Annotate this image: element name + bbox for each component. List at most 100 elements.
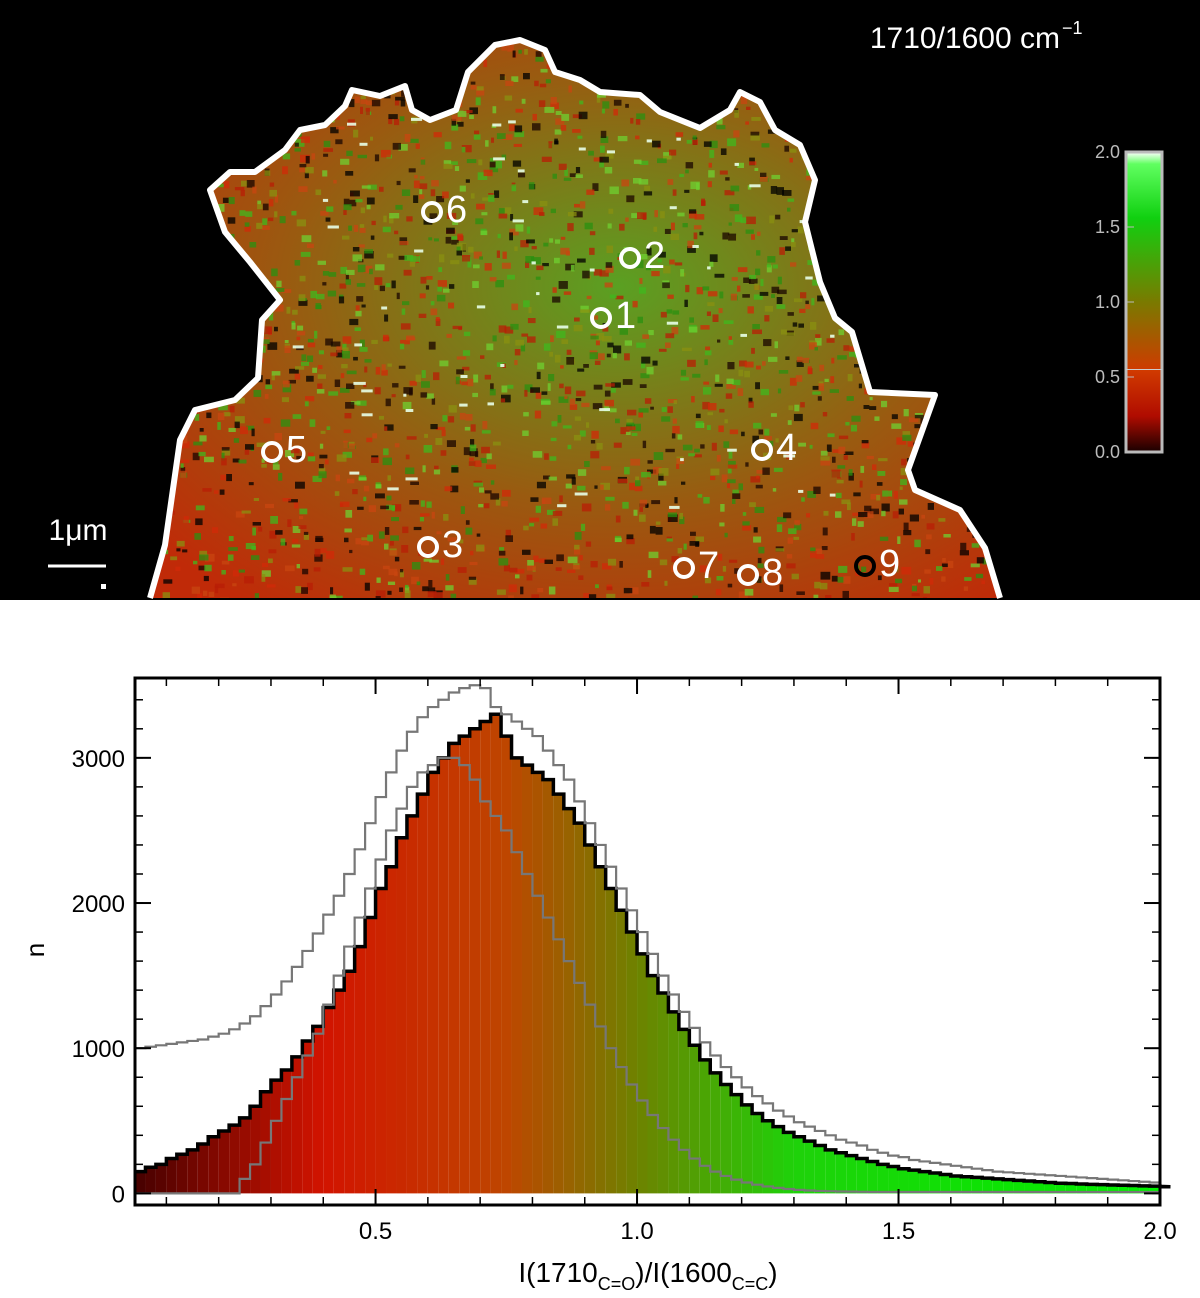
histogram-bar <box>616 910 627 1194</box>
histogram-bar <box>459 736 470 1194</box>
point-label-5: 5 <box>286 429 307 471</box>
histogram-bar <box>1097 1184 1108 1194</box>
histogram-bar <box>1086 1184 1098 1194</box>
histogram-bar <box>448 743 460 1194</box>
ratio-map-panel: 1710/1600 cm −1 1μm 2.0 1.5 1.0 0.5 0.0 12 3 4… <box>0 0 1200 600</box>
histogram-bar <box>239 1117 251 1194</box>
histogram-bar <box>427 772 439 1194</box>
histogram-bar <box>145 1167 156 1194</box>
scale-bar-label: 1μm <box>49 514 108 547</box>
histogram-bar <box>312 1026 324 1194</box>
histogram-bar <box>1024 1181 1035 1194</box>
histogram-bar <box>574 823 585 1194</box>
colorbar-tick-label: 1.0 <box>1095 292 1120 312</box>
histogram-bar <box>605 888 617 1194</box>
histogram-bar <box>406 815 418 1194</box>
histogram-bar <box>950 1175 962 1194</box>
histogram-bar <box>773 1126 784 1194</box>
point-label-2: 2 <box>644 235 665 277</box>
histogram-bar <box>1003 1179 1014 1194</box>
y-tick-label: 1000 <box>72 1036 125 1063</box>
histogram-bar <box>1013 1180 1025 1194</box>
point-label-6: 6 <box>446 189 467 231</box>
point-label-4: 4 <box>776 427 797 469</box>
histogram-bar <box>793 1136 805 1194</box>
histogram-bar <box>971 1177 983 1194</box>
histogram-bar <box>480 721 491 1194</box>
histogram-bar <box>375 888 387 1194</box>
histogram-bar <box>1034 1181 1045 1194</box>
histogram-bar <box>386 866 397 1194</box>
histogram-bar <box>657 993 669 1194</box>
histogram-bar <box>542 779 554 1194</box>
histogram-bar <box>835 1152 847 1194</box>
histogram-bar <box>1139 1185 1150 1194</box>
histogram-bar <box>846 1155 857 1194</box>
histogram-bar <box>511 757 522 1194</box>
y-tick-label: 3000 <box>72 746 125 773</box>
point-marker-5 <box>261 441 283 463</box>
histogram-bar <box>344 971 355 1194</box>
histogram-bar <box>908 1170 920 1194</box>
histogram-bar <box>1065 1183 1077 1194</box>
histogram-bar <box>396 837 407 1194</box>
point-label-7: 7 <box>698 545 719 587</box>
histogram-bar <box>1107 1184 1119 1194</box>
histogram-bar <box>438 757 449 1194</box>
series-line-2 <box>135 756 1160 1195</box>
grain-outline <box>147 37 1003 599</box>
colorbar: 2.0 1.5 1.0 0.5 0.0 <box>1095 142 1164 462</box>
histogram-bar <box>595 866 606 1194</box>
histogram-bar <box>563 808 575 1194</box>
histogram-bar <box>250 1106 261 1194</box>
histogram-bar <box>961 1176 972 1194</box>
y-axis-label: n <box>20 943 50 957</box>
x-tick-label: 0.5 <box>359 1218 392 1245</box>
histogram-bar <box>291 1056 303 1194</box>
histogram-panel: 0.5 1.0 1.5 2.0 0 1000 2000 3000 n I(1710C=O)/… <box>20 676 1177 1294</box>
measurement-points: 12 3 4 5 6 7 8 9 <box>261 189 900 594</box>
histogram-bar <box>678 1029 690 1194</box>
histogram-bar <box>176 1154 188 1194</box>
point-label-1: 1 <box>615 295 636 337</box>
histogram-bar <box>1149 1186 1160 1194</box>
histogram-bar <box>919 1171 930 1194</box>
point-marker-6 <box>421 201 443 223</box>
histogram-bar <box>637 953 648 1194</box>
y-axis-ticks: 0 1000 2000 3000 <box>72 746 1160 1208</box>
histogram-bar <box>532 772 543 1194</box>
histogram-bars <box>135 714 1160 1194</box>
histogram-bar <box>229 1125 240 1194</box>
histogram-bar <box>302 1040 313 1194</box>
histogram-bar <box>929 1173 941 1194</box>
histogram-bar <box>270 1080 282 1194</box>
map-title: 1710/1600 cm <box>870 22 1060 55</box>
series-line-1 <box>135 684 1160 1184</box>
histogram-bar <box>584 844 596 1194</box>
histogram-bar <box>323 1007 334 1194</box>
histogram-bar <box>804 1141 815 1194</box>
histogram-bar <box>814 1145 826 1194</box>
histogram-bar <box>1076 1183 1087 1194</box>
point-marker-3 <box>417 536 439 558</box>
point-label-3: 3 <box>442 524 463 566</box>
point-marker-4 <box>751 439 773 461</box>
x-tick-label: 2.0 <box>1143 1218 1176 1245</box>
x-tick-label: 1.5 <box>882 1218 915 1245</box>
histogram-bar <box>867 1161 878 1194</box>
histogram-bar <box>469 728 481 1194</box>
histogram-bar <box>197 1144 209 1194</box>
histogram-bar <box>135 1171 146 1194</box>
histogram-bar <box>898 1168 909 1194</box>
histogram-bar <box>208 1136 219 1194</box>
colorbar-tick-label: 0.5 <box>1095 367 1120 387</box>
histogram-bar <box>783 1132 794 1194</box>
x-tick-label: 1.0 <box>620 1218 653 1245</box>
point-marker-1 <box>590 307 612 329</box>
histogram-bar <box>731 1094 742 1194</box>
histogram-series-lines <box>135 684 1171 1195</box>
histogram-bar <box>1055 1183 1066 1194</box>
colorbar-tick-label: 1.5 <box>1095 217 1120 237</box>
point-marker-8 <box>737 564 759 586</box>
y-tick-label: 0 <box>112 1181 125 1208</box>
